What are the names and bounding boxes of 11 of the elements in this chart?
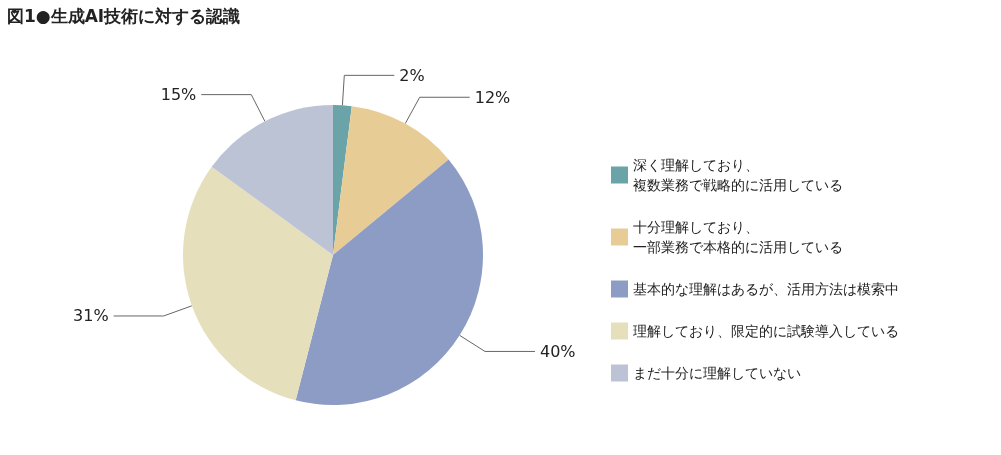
legend-label: 十分理解しており、一部業務で本格的に活用している: [633, 219, 843, 255]
chart-title: 図1●生成AI技術に対する認識: [7, 5, 241, 26]
data-label: 40%: [539, 341, 576, 361]
data-label: 31%: [73, 306, 109, 326]
legend-label: まだ十分に理解していない: [633, 365, 801, 381]
legend-label: 基本的な理解はあるが、活用方法は模索中: [633, 281, 899, 297]
data-label: 12%: [474, 87, 511, 107]
legend-label: 深く理解しており、複数業務で戦略的に活用している: [633, 157, 843, 193]
data-label: 2%: [399, 65, 425, 85]
data-label: 15%: [160, 85, 197, 105]
legend-label: 理解しており、限定的に試験導入している: [633, 323, 899, 339]
